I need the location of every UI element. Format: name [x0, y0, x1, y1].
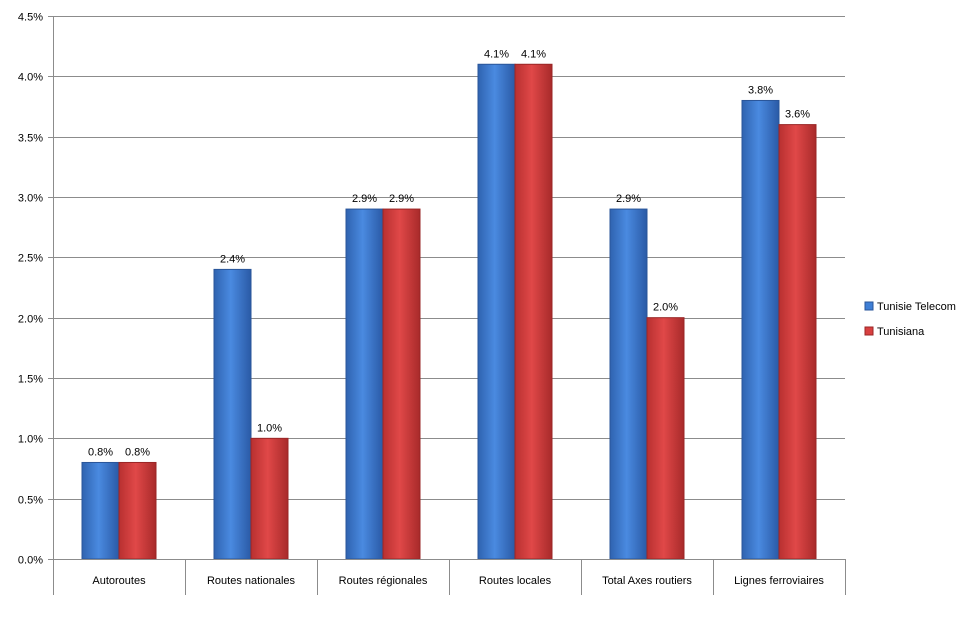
- data-label: 4.1%: [521, 48, 546, 60]
- legend-label: Tunisiana: [877, 326, 925, 338]
- bar-tunisiana: [778, 124, 817, 560]
- legend: Tunisie Telecom Tunisiana: [864, 301, 956, 338]
- axes: [48, 16, 846, 595]
- data-label: 0.8%: [88, 446, 113, 458]
- y-tick-label: 1.0%: [18, 434, 43, 446]
- data-label: 3.8%: [748, 84, 773, 96]
- bar-tunisiana: [382, 208, 421, 560]
- y-tick-label: 3.5%: [18, 133, 43, 145]
- data-label: 2.0%: [653, 302, 678, 314]
- y-tick-label: 0.5%: [18, 495, 43, 507]
- bar-tunisie-telecom: [477, 63, 516, 560]
- y-tick-label: 1.5%: [18, 374, 43, 386]
- y-tick-label: 2.0%: [18, 314, 43, 326]
- data-label: 3.6%: [785, 109, 810, 121]
- bar-tunisie-telecom: [741, 99, 780, 560]
- data-label: 0.8%: [125, 446, 150, 458]
- data-label: 1.0%: [257, 422, 282, 434]
- x-category-label: Routes nationales: [207, 575, 296, 587]
- bar-tunisiana: [514, 63, 553, 560]
- x-category-label: Lignes ferroviaires: [734, 575, 824, 587]
- data-label: 4.1%: [484, 48, 509, 60]
- data-labels: 0.8% 2.4% 2.9% 4.1% 2.9% 3.8% 0.8% 1.0% 2.9% 4.1%…: [88, 48, 810, 458]
- x-category-label: Routes locales: [479, 575, 552, 587]
- bar-tunisiana: [250, 437, 289, 560]
- y-axis-tick-labels: 0.0% 0.5% 1.0% 1.5% 2.0% 2.5% 3.0% 3.5% 4.0% 4.5%: [18, 12, 43, 567]
- legend-swatch: [864, 301, 874, 311]
- bar-tunisiana: [118, 461, 157, 560]
- legend-swatch: [864, 326, 874, 336]
- bar-tunisie-telecom: [345, 208, 384, 560]
- bar-tunisie-telecom: [81, 461, 120, 560]
- x-category-label: Autoroutes: [92, 575, 146, 587]
- bar-tunisie-telecom: [213, 268, 252, 560]
- bars: [81, 63, 817, 560]
- y-tick-label: 2.5%: [18, 253, 43, 265]
- x-category-label: Total Axes routiers: [602, 575, 692, 587]
- y-tick-label: 4.5%: [18, 12, 43, 24]
- y-tick-label: 4.0%: [18, 72, 43, 84]
- x-axis-category-labels: Autoroutes Routes nationales Routes région…: [92, 575, 824, 587]
- data-label: 2.4%: [220, 253, 245, 265]
- gridlines: [53, 16, 845, 560]
- bar-tunisiana: [646, 317, 685, 560]
- x-category-label: Routes régionales: [339, 575, 428, 587]
- y-tick-label: 3.0%: [18, 193, 43, 205]
- bar-tunisie-telecom: [609, 208, 648, 560]
- data-label: 2.9%: [616, 193, 641, 205]
- y-tick-label: 0.0%: [18, 555, 43, 567]
- data-label: 2.9%: [352, 193, 377, 205]
- data-label: 2.9%: [389, 193, 414, 205]
- legend-label: Tunisie Telecom: [877, 301, 956, 313]
